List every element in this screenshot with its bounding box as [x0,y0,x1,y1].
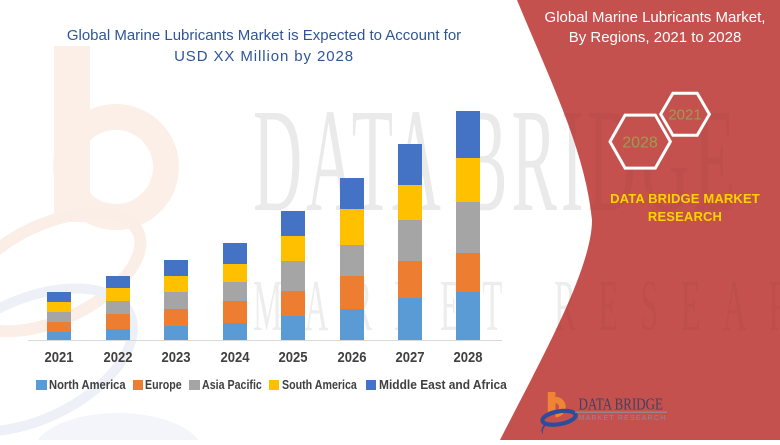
svg-text:DATA BRIDGE: DATA BRIDGE [579,396,663,414]
svg-text:MARKET RESEARCH: MARKET RESEARCH [579,415,667,422]
svg-text:2021: 2021 [668,107,701,124]
svg-text:2028: 2028 [622,135,658,152]
